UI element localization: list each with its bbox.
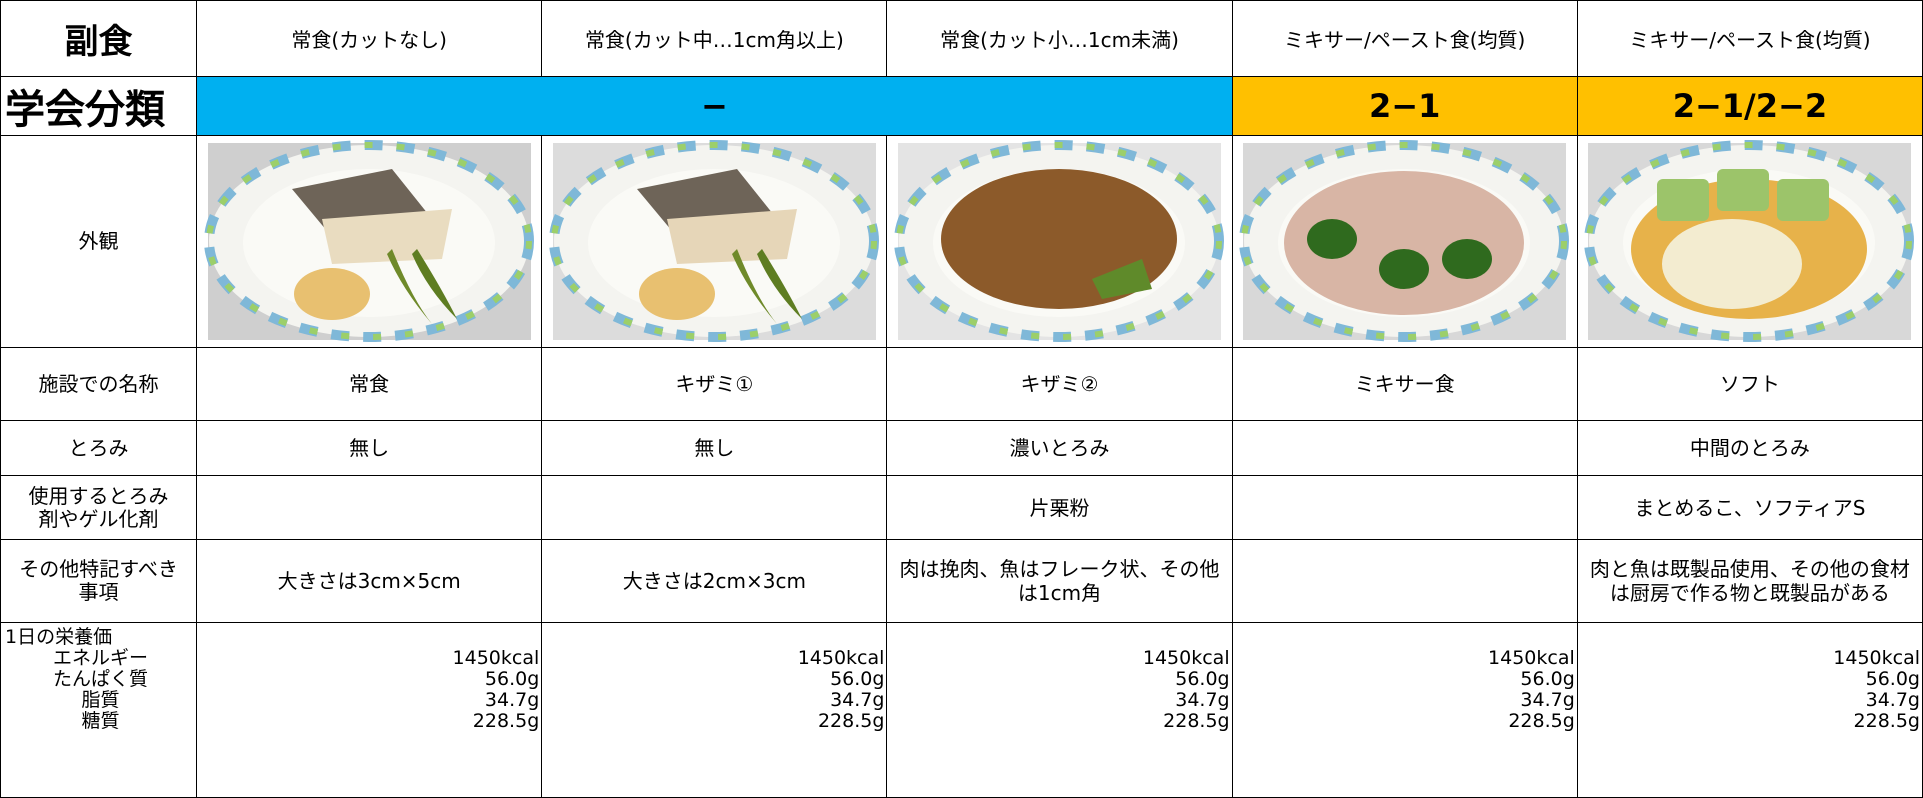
appearance-row: 外観: [1, 136, 1923, 348]
nutrition-value: 56.0g: [1233, 669, 1575, 690]
decoration: [1442, 239, 1492, 279]
classification-cell: −: [197, 77, 1233, 136]
row-label: とろみ: [1, 421, 197, 476]
header-cell: 常食(カット中…1cm角以上): [542, 1, 887, 77]
row-label: 使用するとろみ剤やゲル化剤: [1, 476, 197, 540]
appearance-label: 外観: [1, 136, 197, 348]
row-cell: 無し: [542, 421, 887, 476]
row-cell: キザミ①: [542, 348, 887, 421]
row-label: その他特記すべき事項: [1, 540, 197, 623]
row-cell: 濃いとろみ: [887, 421, 1232, 476]
nutrition-value: 1450kcal: [1578, 648, 1920, 669]
dish-photo: [547, 139, 882, 344]
header-cell: ミキサー/ペースト食(均質): [1577, 1, 1922, 77]
header-cell: 常食(カットなし): [197, 1, 542, 77]
nutrition-value: 1450kcal: [197, 648, 539, 669]
appearance-cell: [197, 136, 542, 348]
nutrition-value: 228.5g: [887, 711, 1229, 732]
diet-table: 副食常食(カットなし)常食(カット中…1cm角以上)常食(カット小…1cm未満)…: [0, 0, 1923, 798]
row-cell: ソフト: [1577, 348, 1922, 421]
row-cell: 肉は挽肉、魚はフレーク状、その他は1cm角: [887, 540, 1232, 623]
decoration: [1379, 249, 1429, 289]
classification-cell: 2−1/2−2: [1577, 77, 1922, 136]
row-cell: [542, 476, 887, 540]
header-cell: 常食(カット小…1cm未満): [887, 1, 1232, 77]
nutrition-value: 34.7g: [1578, 690, 1920, 711]
row-cell: 常食: [197, 348, 542, 421]
row-cell: 中間のとろみ: [1577, 421, 1922, 476]
nutrition-value: 34.7g: [542, 690, 884, 711]
nutrition-value: 228.5g: [197, 711, 539, 732]
row-cell: [197, 476, 542, 540]
nutrition-value: 1450kcal: [542, 648, 884, 669]
classification-label: 学会分類: [1, 77, 197, 136]
nutrition-label: 1日の栄養価エネルギーたんぱく質脂質糖質: [1, 623, 197, 798]
nutrition-value: 34.7g: [197, 690, 539, 711]
row-label: 施設での名称: [1, 348, 197, 421]
nutrition-value: 56.0g: [1578, 669, 1920, 690]
decoration: [1657, 179, 1709, 221]
row-cell: キザミ②: [887, 348, 1232, 421]
nutrition-value: 56.0g: [542, 669, 884, 690]
row-cell: 肉と魚は既製品使用、その他の食材は厨房で作る物と既製品がある: [1577, 540, 1922, 623]
row-cell: 大きさは2cm×3cm: [542, 540, 887, 623]
nutrition-value: 1450kcal: [1233, 648, 1575, 669]
classification-cell: 2−1: [1232, 77, 1577, 136]
decoration: [639, 268, 715, 320]
nutrition-item: たんぱく質: [5, 669, 196, 690]
nutrition-value: 1450kcal: [887, 648, 1229, 669]
dish-photo: [1237, 139, 1572, 344]
row-cell: 無し: [197, 421, 542, 476]
decoration: [1662, 219, 1802, 309]
nutrition-value: 34.7g: [887, 690, 1229, 711]
nutrition-item: 糖質: [5, 711, 196, 732]
page: 副食常食(カットなし)常食(カット中…1cm角以上)常食(カット小…1cm未満)…: [0, 0, 1923, 795]
decoration: [294, 268, 370, 320]
header-cell: ミキサー/ペースト食(均質): [1232, 1, 1577, 77]
header-row: 副食常食(カットなし)常食(カット中…1cm角以上)常食(カット小…1cm未満)…: [1, 1, 1923, 77]
row-cell: [1232, 540, 1577, 623]
nutrition-title: 1日の栄養価: [5, 627, 196, 648]
dish-photo: [1582, 139, 1917, 344]
nutrition-value: 56.0g: [887, 669, 1229, 690]
header-label: 副食: [1, 1, 197, 77]
text-row: 使用するとろみ剤やゲル化剤 片栗粉 まとめるこ、ソフティアS: [1, 476, 1923, 540]
appearance-cell: [1232, 136, 1577, 348]
decoration: [1307, 219, 1357, 259]
nutrition-item: エネルギー: [5, 648, 196, 669]
nutrition-value: 228.5g: [1233, 711, 1575, 732]
decoration: [1717, 169, 1769, 211]
dish-photo: [202, 139, 537, 344]
decoration: [1777, 179, 1829, 221]
dish-photo: [892, 139, 1227, 344]
nutrition-value: 56.0g: [197, 669, 539, 690]
appearance-cell: [887, 136, 1232, 348]
nutrition-value: 228.5g: [542, 711, 884, 732]
row-cell: [1232, 421, 1577, 476]
row-cell: まとめるこ、ソフティアS: [1577, 476, 1922, 540]
nutrition-item: 脂質: [5, 690, 196, 711]
nutrition-value: 228.5g: [1578, 711, 1920, 732]
nutrition-value: 34.7g: [1233, 690, 1575, 711]
appearance-cell: [542, 136, 887, 348]
row-cell: 片栗粉: [887, 476, 1232, 540]
row-cell: 大きさは3cm×5cm: [197, 540, 542, 623]
row-cell: [1232, 476, 1577, 540]
appearance-cell: [1577, 136, 1922, 348]
text-row: とろみ無し無し濃いとろみ中間のとろみ: [1, 421, 1923, 476]
row-cell: ミキサー食: [1232, 348, 1577, 421]
